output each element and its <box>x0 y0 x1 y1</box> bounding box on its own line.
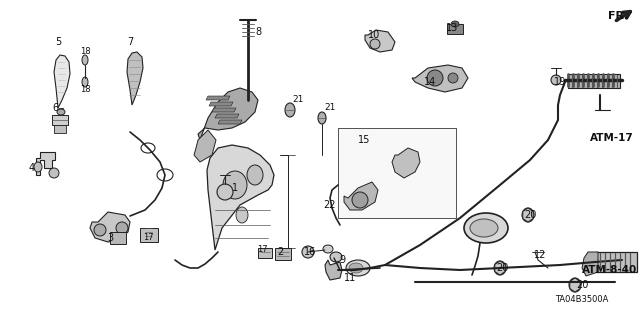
Text: 13: 13 <box>446 23 458 33</box>
Polygon shape <box>582 252 598 276</box>
Polygon shape <box>207 145 274 250</box>
Text: 10: 10 <box>368 30 380 40</box>
Polygon shape <box>209 102 233 106</box>
Ellipse shape <box>34 162 42 172</box>
Polygon shape <box>206 96 230 100</box>
Text: 8: 8 <box>255 27 261 37</box>
Ellipse shape <box>236 207 248 223</box>
Ellipse shape <box>116 222 128 234</box>
Bar <box>110 232 126 244</box>
Text: 21: 21 <box>292 95 304 105</box>
Text: ATM-8-40: ATM-8-40 <box>582 265 637 275</box>
Ellipse shape <box>285 103 295 117</box>
Text: 9: 9 <box>339 255 345 265</box>
Polygon shape <box>215 114 239 118</box>
Text: FR.: FR. <box>608 11 628 21</box>
Bar <box>447 24 463 34</box>
Text: 11: 11 <box>344 273 356 283</box>
Ellipse shape <box>522 208 534 222</box>
Bar <box>568 74 620 88</box>
Text: 1: 1 <box>232 183 238 193</box>
Text: 20: 20 <box>496 263 508 273</box>
Ellipse shape <box>94 224 106 236</box>
Text: 4: 4 <box>29 163 35 173</box>
Text: 19: 19 <box>554 77 566 87</box>
Ellipse shape <box>470 219 498 237</box>
Ellipse shape <box>494 261 506 275</box>
Text: 5: 5 <box>55 37 61 47</box>
Ellipse shape <box>551 75 561 85</box>
Ellipse shape <box>82 77 88 87</box>
Text: 17: 17 <box>257 246 268 255</box>
Text: 14: 14 <box>424 77 436 87</box>
Bar <box>595 252 637 272</box>
Ellipse shape <box>318 112 326 124</box>
Bar <box>338 128 456 218</box>
Bar <box>258 248 272 258</box>
Ellipse shape <box>302 246 314 258</box>
Polygon shape <box>344 182 378 210</box>
Ellipse shape <box>427 70 443 86</box>
Polygon shape <box>36 152 55 175</box>
Ellipse shape <box>569 278 581 292</box>
Polygon shape <box>218 120 242 124</box>
Text: 16: 16 <box>304 247 316 257</box>
Bar <box>52 115 68 125</box>
Ellipse shape <box>464 213 508 243</box>
Ellipse shape <box>448 73 458 83</box>
Text: 20: 20 <box>524 210 536 220</box>
Polygon shape <box>59 108 63 112</box>
Ellipse shape <box>352 192 368 208</box>
Text: 18: 18 <box>80 85 90 94</box>
Ellipse shape <box>330 252 342 262</box>
Ellipse shape <box>346 260 370 276</box>
Bar <box>338 128 456 218</box>
Bar <box>140 228 158 242</box>
Polygon shape <box>325 260 342 280</box>
Text: ATM-17: ATM-17 <box>590 133 634 143</box>
Ellipse shape <box>217 184 233 200</box>
Polygon shape <box>54 55 70 108</box>
Polygon shape <box>412 65 468 92</box>
Polygon shape <box>365 30 395 52</box>
Text: 12: 12 <box>534 250 546 260</box>
Polygon shape <box>523 208 533 222</box>
Ellipse shape <box>323 245 333 253</box>
Polygon shape <box>495 261 505 275</box>
Polygon shape <box>212 108 236 112</box>
Text: 20: 20 <box>576 280 588 290</box>
Text: 15: 15 <box>358 135 370 145</box>
Polygon shape <box>194 130 216 162</box>
Polygon shape <box>90 212 130 242</box>
Ellipse shape <box>223 171 247 199</box>
Ellipse shape <box>370 39 380 49</box>
Text: 22: 22 <box>324 200 336 210</box>
Polygon shape <box>570 278 580 292</box>
Text: 3: 3 <box>107 233 113 243</box>
Text: 18: 18 <box>80 48 90 56</box>
Ellipse shape <box>57 109 65 115</box>
Bar <box>275 248 291 260</box>
Polygon shape <box>392 148 420 178</box>
Text: TA04B3500A: TA04B3500A <box>556 295 609 305</box>
Ellipse shape <box>82 55 88 65</box>
Text: 2: 2 <box>277 247 283 257</box>
Text: 21: 21 <box>324 103 336 113</box>
Text: 7: 7 <box>127 37 133 47</box>
Text: 17: 17 <box>143 234 154 242</box>
Bar <box>54 125 66 133</box>
Polygon shape <box>127 52 143 105</box>
Ellipse shape <box>247 165 263 185</box>
Ellipse shape <box>49 168 59 178</box>
Ellipse shape <box>451 21 459 27</box>
Text: 6: 6 <box>52 103 58 113</box>
Ellipse shape <box>349 263 363 273</box>
Polygon shape <box>198 88 258 140</box>
